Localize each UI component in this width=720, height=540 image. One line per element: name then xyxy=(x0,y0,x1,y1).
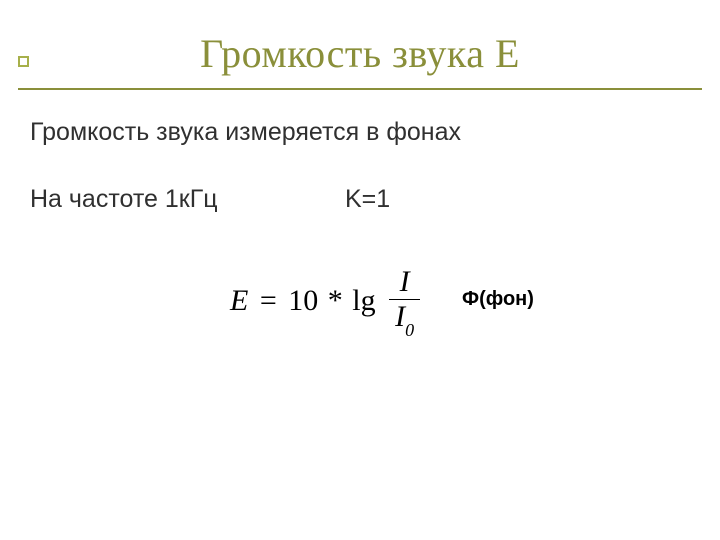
body-line-2-left: На частоте 1кГц xyxy=(30,185,218,214)
formula-denominator: I0 xyxy=(389,299,420,337)
unit-label: Ф(фон) xyxy=(462,288,534,311)
formula-fraction: I I0 xyxy=(389,266,420,336)
slide-title: Громкость звука Е xyxy=(0,30,720,77)
formula-den-sub: 0 xyxy=(405,320,414,340)
formula-func: lg xyxy=(352,284,375,317)
formula: E = 10 * lg I I0 xyxy=(230,268,420,338)
formula-den-base: I xyxy=(395,300,405,333)
formula-numerator: I xyxy=(389,266,420,299)
body-line-1: Громкость звука измеряется в фонах xyxy=(30,118,461,147)
title-underline xyxy=(18,88,702,90)
slide: Громкость звука Е Громкость звука измеря… xyxy=(0,0,720,540)
body-line-2-right: K=1 xyxy=(345,185,390,214)
formula-lhs: E xyxy=(230,284,248,317)
formula-coef: 10 xyxy=(288,284,318,317)
formula-equals: = xyxy=(260,284,277,317)
formula-star: * xyxy=(328,284,343,317)
